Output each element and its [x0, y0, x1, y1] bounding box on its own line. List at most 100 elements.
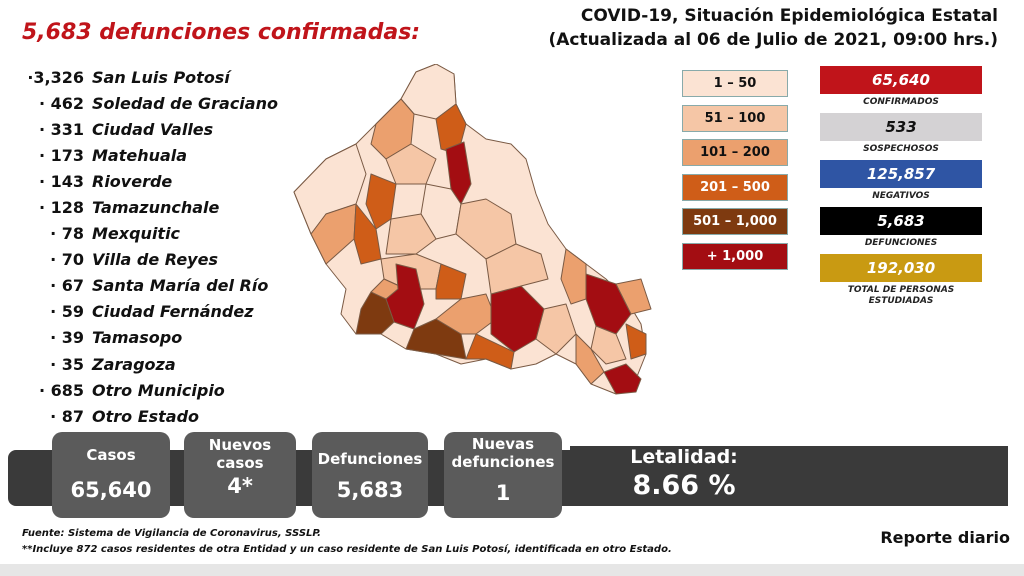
- municipality-row: ·3,326 San Luis Potosí: [24, 64, 294, 90]
- stat-negativos-value: 125,857: [820, 160, 982, 188]
- municipality-count: · 70: [50, 250, 84, 270]
- municipality-count: · 87: [50, 406, 84, 426]
- legend-item: 501 – 1,000: [682, 208, 788, 235]
- map-region-santa-maria: [465, 333, 515, 370]
- municipality-name: Otro Municipio: [92, 380, 225, 400]
- map-region-san-luis-potosi: [385, 263, 425, 330]
- municipality-row: · 462 Soledad de Graciano: [24, 90, 294, 116]
- municipality-row: · 87 Otro Estado: [24, 403, 294, 429]
- cases-footnote: **Incluye 872 casos residentes de otra E…: [22, 544, 672, 555]
- map-region-north-5: [365, 173, 397, 230]
- map-region-east-1: [485, 243, 549, 295]
- card-nuevos-casos-label: Nuevos casos: [208, 436, 272, 472]
- stat-sospechosos-label: SOSPECHOSOS: [863, 144, 939, 154]
- map-region-huasteca-2: [615, 278, 652, 315]
- municipality-name: Matehuala: [92, 145, 188, 165]
- municipality-name: Otro Estado: [92, 406, 200, 426]
- municipality-name: Tamasopo: [92, 328, 183, 348]
- municipality-name: Villa de Reyes: [92, 250, 218, 270]
- municipality-count: · 462: [38, 93, 84, 113]
- card-nuevas-defunciones-label: Nuevas defunciones: [451, 435, 555, 471]
- legend-item: 1 – 50: [682, 70, 788, 97]
- map-region-north-4: [385, 143, 437, 185]
- municipality-count: · 685: [38, 380, 84, 400]
- map-region-matehuala: [445, 141, 472, 205]
- municipality-row: · 331 Ciudad Valles: [24, 116, 294, 142]
- municipality-row: · 173 Matehuala: [24, 142, 294, 168]
- municipality-row: · 143 Rioverde: [24, 168, 294, 194]
- title-line-2: (Actualizada al 06 de Julio de 2021, 09:…: [548, 30, 998, 50]
- municipality-name: Rioverde: [92, 171, 173, 191]
- card-casos-value: 65,640: [70, 478, 152, 502]
- municipality-row: · 685 Otro Municipio: [24, 377, 294, 403]
- stats-panel: 65,640 CONFIRMADOS 533 SOSPECHOSOS 125,8…: [820, 66, 982, 312]
- stat-estudiadas-label: TOTAL DE PERSONAS ESTUDIADAS: [847, 285, 955, 306]
- stat-sospechosos: 533 SOSPECHOSOS: [820, 113, 982, 155]
- lethality-label: Letalidad:: [630, 446, 738, 468]
- map-region-tamazunchale: [603, 363, 642, 395]
- stat-confirmados: 65,640 CONFIRMADOS: [820, 66, 982, 108]
- municipality-count: · 39: [50, 328, 84, 348]
- map-region-huasteca-3: [590, 325, 627, 365]
- map-region-soledad: [435, 263, 467, 300]
- municipality-name: Soledad de Graciano: [92, 93, 278, 113]
- map-region-east-2: [535, 303, 577, 355]
- municipality-name: Ciudad Valles: [92, 119, 214, 139]
- title-line-1: COVID-19, Situación Epidemiológica Estat…: [580, 6, 998, 26]
- card-defunciones: Defunciones 5,683: [312, 432, 428, 518]
- municipality-count: · 173: [38, 145, 84, 165]
- municipality-name: Zaragoza: [92, 354, 176, 374]
- stat-sospechosos-value: 533: [820, 113, 982, 141]
- municipality-count: · 128: [38, 198, 84, 218]
- municipality-name: Santa María del Río: [92, 276, 269, 296]
- lethality-value: 8.66 %: [632, 470, 736, 501]
- map-region-north-2: [435, 103, 467, 155]
- card-defunciones-label: Defunciones: [317, 450, 423, 468]
- deaths-headline: 5,683 defunciones confirmadas:: [22, 20, 421, 45]
- municipality-name: Tamazunchale: [92, 198, 220, 218]
- card-defunciones-value: 5,683: [336, 478, 404, 502]
- municipality-row: · 78 Mexquitic: [24, 221, 294, 247]
- map-region-huasteca-1: [560, 248, 587, 305]
- map-region-center-2: [385, 213, 437, 255]
- card-casos-label: Casos: [86, 446, 136, 464]
- municipality-row: · 39 Tamasopo: [24, 325, 294, 351]
- map-region-north-1: [400, 64, 457, 120]
- municipality-row: · 35 Zaragoza: [24, 351, 294, 377]
- municipality-row: · 59 Ciudad Fernández: [24, 299, 294, 325]
- daily-report-label: Reporte diario: [880, 528, 1010, 547]
- state-choropleth-map: [293, 64, 652, 395]
- municipality-row: · 67 Santa María del Río: [24, 273, 294, 299]
- municipality-row: · 128 Tamazunchale: [24, 194, 294, 220]
- municipality-count: · 59: [50, 302, 84, 322]
- stat-negativos-label: NEGATIVOS: [872, 191, 930, 201]
- legend-item: 51 – 100: [682, 104, 788, 132]
- stat-confirmados-label: CONFIRMADOS: [863, 97, 939, 107]
- card-nuevas-defunciones-value: 1: [495, 481, 511, 505]
- municipality-count: · 331: [38, 119, 84, 139]
- stat-defunciones-value: 5,683: [820, 207, 982, 235]
- map-region-huasteca-5: [575, 333, 605, 385]
- municipality-name: San Luis Potosí: [92, 67, 230, 87]
- municipality-row: · 70 Villa de Reyes: [24, 247, 294, 273]
- card-casos: Casos 65,640: [52, 432, 170, 518]
- municipality-count: · 35: [50, 354, 84, 374]
- stat-defunciones-label: DEFUNCIONES: [864, 238, 938, 248]
- map-legend: 1 – 50 51 – 100 101 – 200 201 – 500 501 – 1,…: [682, 70, 788, 277]
- municipality-count: · 78: [50, 224, 84, 244]
- map-region-ahualulco: [355, 291, 395, 335]
- report-title: COVID-19, Situación Epidemiológica Estat…: [548, 4, 998, 52]
- legend-item: 101 – 200: [682, 139, 788, 166]
- municipality-count: · 67: [50, 276, 84, 296]
- card-nuevos-casos-value: 4*: [227, 474, 253, 498]
- lethality: Letalidad: 8.66 %: [574, 446, 794, 501]
- bottom-strip: [0, 564, 1024, 576]
- card-nuevos-casos: Nuevos casos 4*: [184, 432, 296, 518]
- municipality-count: · 143: [38, 171, 84, 191]
- stat-estudiadas-value: 192,030: [820, 254, 982, 282]
- legend-item: + 1,000: [682, 242, 788, 270]
- stat-negativos: 125,857 NEGATIVOS: [820, 160, 982, 202]
- map-region-huasteca-4: [625, 323, 647, 360]
- stat-estudiadas: 192,030 TOTAL DE PERSONAS ESTUDIADAS: [820, 254, 982, 307]
- municipality-deaths-list: ·3,326 San Luis Potosí · 462 Soledad de Gra…: [24, 64, 294, 429]
